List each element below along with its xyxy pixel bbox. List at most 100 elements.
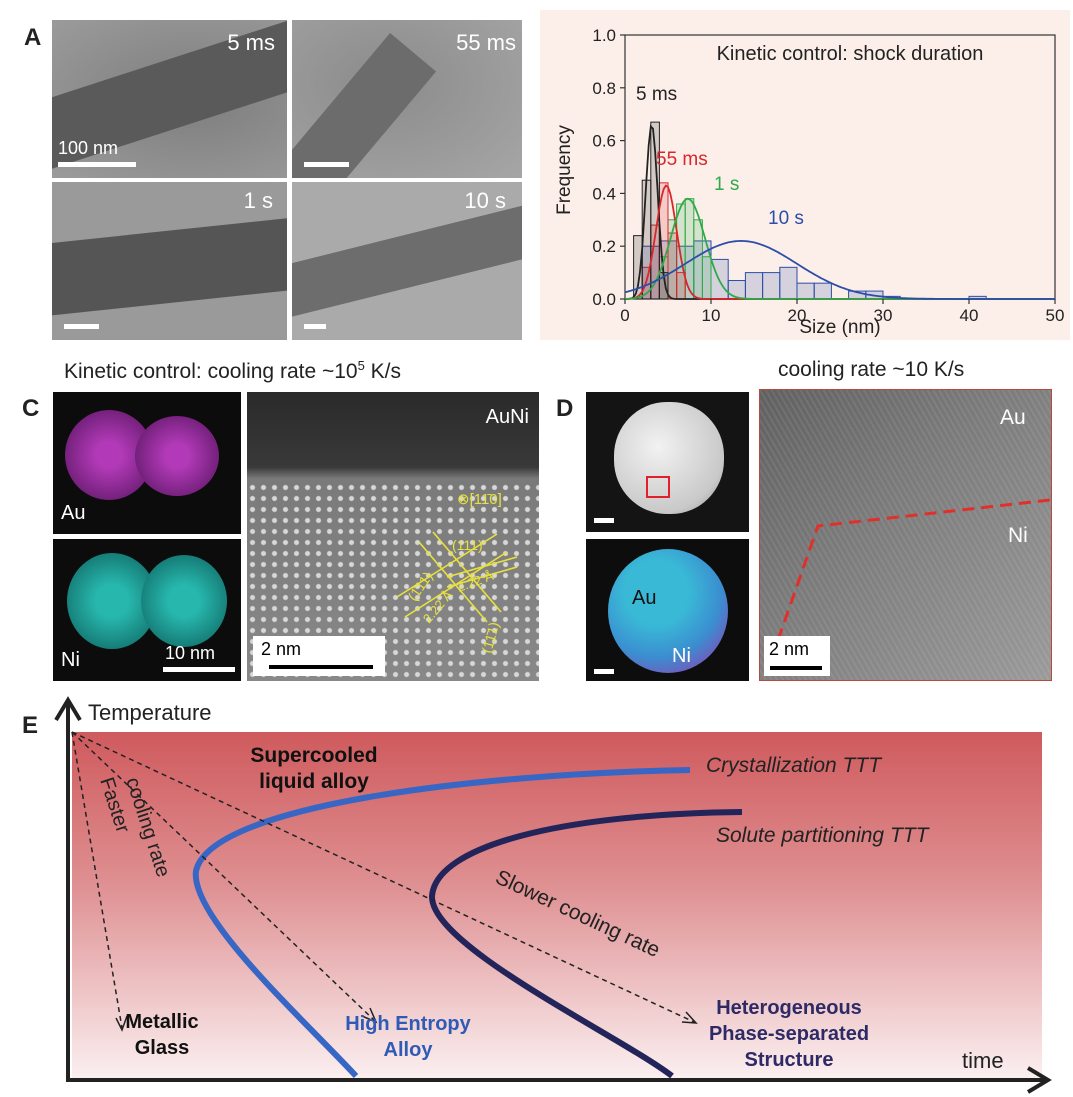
tem-image-1s: 1 s (52, 182, 287, 340)
plane-line (418, 541, 488, 623)
histogram-bar (762, 272, 781, 300)
arrow-head (361, 1007, 378, 1024)
histogram-bar (779, 266, 798, 300)
y-tick-label: 1.0 (592, 26, 616, 45)
hea-label: High Entropy (345, 1013, 471, 1035)
scale-bar-label: 100 nm (58, 138, 119, 158)
eds-map-auni: Au Ni (586, 539, 749, 681)
hetero-label: Structure (745, 1049, 834, 1071)
panel-a-label: A (24, 24, 42, 51)
temperature-axis-label: Temperature (88, 700, 212, 725)
x-tick-label: 20 (788, 306, 807, 325)
histogram-bar (796, 282, 815, 300)
element-label: Ni (61, 649, 80, 671)
plane-label: (1̄11) (404, 569, 435, 604)
heading-unit: K/s (364, 360, 402, 383)
hrtem-interface-image: Au Ni 2 nm (759, 389, 1052, 681)
crystallization-ttt-curve (192, 767, 691, 1079)
x-axis-arrow (1026, 1066, 1052, 1094)
nanofiber (52, 215, 287, 317)
histogram-bar (744, 272, 764, 300)
fit-curve (624, 239, 1055, 300)
supercooled-label: Supercooled (250, 744, 377, 767)
hea-label: Alloy (384, 1039, 434, 1061)
scale-bar (594, 518, 614, 523)
panel-d-label: D (556, 395, 574, 422)
y-tick-label: 0.0 (592, 290, 616, 309)
scale-bar-label: 2 nm (261, 639, 302, 659)
particle (608, 549, 728, 673)
tem-image-5ms: 5 ms 100 nm (52, 20, 287, 178)
scale-bar (304, 324, 326, 329)
hetero-label: Phase-separated (709, 1023, 869, 1045)
plane-line (446, 556, 518, 578)
y-axis-label: Frequency (554, 125, 575, 215)
element-label: Au (632, 587, 657, 609)
time-axis-label: time (962, 1048, 1004, 1073)
y-tick-label: 0.8 (592, 79, 616, 98)
panel-e-label: E (22, 712, 39, 739)
plane-line (396, 533, 498, 598)
interface-line (776, 498, 1051, 641)
arrow-head (681, 1011, 698, 1024)
lattice-annotation: ⊗[11̄0] (111) (1̄11) (11̄1) 2.22 Å 2.22 … (396, 491, 518, 655)
chart-title: Kinetic control: shock duration (717, 43, 984, 65)
plane-label: (11̄1) (478, 620, 502, 655)
temperature-gradient (72, 732, 1042, 1078)
scale-bar-bg (253, 636, 385, 676)
series-label-1s: 1 s (714, 174, 739, 195)
histogram-bar (676, 272, 686, 300)
particle (141, 555, 227, 647)
scale-bar-label: 10 nm (165, 643, 216, 663)
duration-label: 55 ms (456, 30, 516, 55)
region-box (646, 476, 670, 498)
slow-cooling-path (71, 731, 695, 1023)
histogram-bar (693, 219, 703, 300)
x-tick-label: 40 (960, 306, 979, 325)
size-distribution-chart: 0 10 20 30 40 50 0.0 0.2 0.4 0.6 0.8 1.0 Kinetic co… (540, 10, 1070, 340)
scale-bar-label: 2 nm (769, 639, 810, 659)
tem-image-55ms: 55 ms (292, 20, 522, 178)
duration-label: 5 ms (227, 30, 275, 55)
phase-label-ni: Ni (1008, 524, 1028, 547)
y-tick-label: 0.4 (592, 184, 616, 203)
metallic-glass-label: Metallic (125, 1011, 198, 1033)
x-tick-label: 10 (702, 306, 721, 325)
element-label: Ni (672, 645, 691, 667)
zone-axis: ⊗[11̄0] (457, 491, 502, 508)
stem-image-auni: AuNi ⊗[11̄0] (111) (1̄11) (11̄1) 2.22 Å … (247, 392, 539, 681)
scale-bar (770, 666, 822, 670)
solute-partitioning-label: Solute partitioning TTT (716, 824, 931, 847)
scale-bar (58, 162, 136, 167)
crystallization-label: Crystallization TTT (706, 754, 883, 777)
d-spacing: 2.22 Å (420, 587, 456, 626)
histogram-bar (701, 256, 712, 300)
heading-text: Kinetic control: cooling rate ~10 (64, 360, 358, 383)
composition-label: AuNi (485, 406, 529, 428)
ttt-diagram: Temperature time Supercooled liquid allo… (54, 696, 1052, 1094)
tem-image-10s: 10 s (292, 182, 522, 340)
y-axis-arrow (54, 696, 82, 722)
series-label-55ms: 55 ms (656, 149, 708, 170)
duration-label: 1 s (243, 188, 273, 213)
nanofiber (292, 32, 437, 178)
plot-area (624, 34, 1056, 300)
scale-bar (304, 162, 349, 167)
panel-d-heading: cooling rate ~10 K/s (778, 358, 965, 381)
plane-label: (111) (452, 537, 483, 553)
series-label-5ms: 5 ms (636, 84, 677, 105)
heading-exponent: 5 (357, 358, 365, 373)
hetero-label: Heterogeneous (716, 997, 862, 1019)
scale-bar (163, 667, 235, 672)
x-tick-label: 30 (874, 306, 893, 325)
x-tick-label: 50 (1046, 306, 1065, 325)
panel-c-label: C (22, 395, 40, 422)
element-label: Au (61, 502, 86, 524)
metallic-glass-label: Glass (135, 1037, 189, 1059)
x-axis-label: Size (nm) (799, 317, 880, 338)
solute-partitioning-ttt-curve (428, 809, 743, 1079)
panel-c-heading: Kinetic control: cooling rate ~105 K/s (64, 358, 401, 384)
scale-bar (64, 324, 99, 329)
scale-bar (594, 669, 614, 674)
x-tick-label: 0 (620, 306, 629, 325)
